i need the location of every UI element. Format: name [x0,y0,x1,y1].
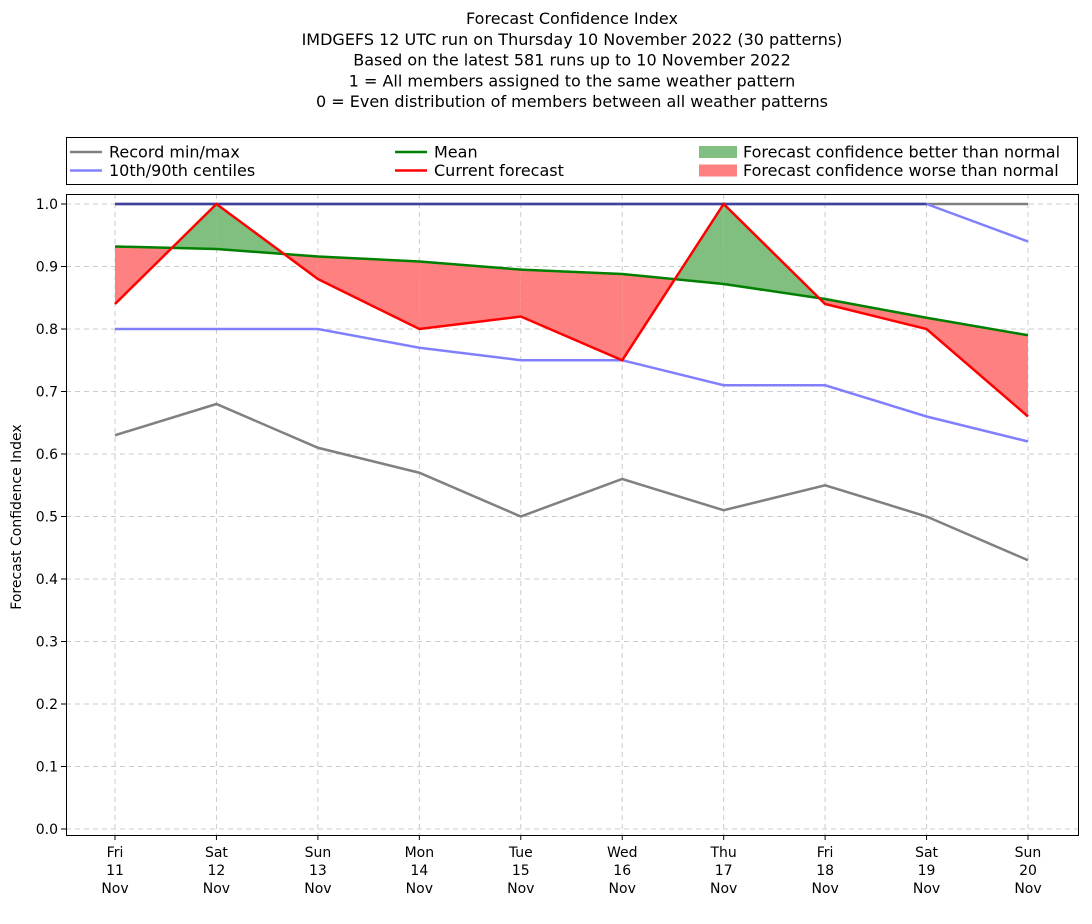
y-tick-label: 1.0 [36,197,58,213]
x-tick-label: Nov [811,881,838,897]
y-axis: 0.0 0.1 0.2 0.3 0.4 0.5 0.6 0.7 0.8 0.9 1.0 [36,197,66,838]
centile-10-line [115,327,1029,443]
x-tick-label: Sat [915,845,938,861]
x-tick-label: Fri [107,845,124,861]
x-tick-label: Nov [710,881,737,897]
x-tick-label: Nov [304,881,331,897]
legend-label: Mean [434,143,478,162]
x-tick-label: Thu [710,845,737,861]
legend: Record min/max Mean Forecast confidence be… [66,137,1078,185]
x-tick-label: Nov [913,881,940,897]
x-tick-label: Nov [1014,881,1041,897]
x-tick-label: 20 [1019,863,1037,879]
confidence-fill [520,269,623,361]
legend-box [66,137,1078,185]
x-tick-label: Mon [405,845,435,861]
y-tick-label: 0.3 [36,635,58,651]
title-line: 0 = Even distribution of members between… [316,92,828,111]
x-tick-label: 11 [106,863,124,879]
legend-swatch [699,164,737,177]
x-tick-label: 14 [410,863,428,879]
title-line: Based on the latest 581 runs up to 10 No… [353,51,791,70]
x-tick-label: Sat [205,845,228,861]
record-min-line [114,402,1029,562]
x-tick-label: Nov [609,881,636,897]
y-tick-label: 0.0 [36,822,58,838]
title-line: IMDGEFS 12 UTC run on Thursday 10 Novemb… [302,30,843,49]
confidence-fill [419,261,521,329]
current-forecast-line [114,202,1029,418]
centile-90-line [926,202,1029,243]
x-tick-label: Wed [607,845,638,861]
x-tick-label: 15 [512,863,530,879]
legend-label: Current forecast [434,161,564,180]
x-tick-label: 17 [715,863,733,879]
y-axis-label: Forecast Confidence Index [9,424,25,609]
title-line: 1 = All members assigned to the same wea… [349,71,796,90]
x-tick-label: 12 [208,863,226,879]
x-tick-label: 19 [918,863,936,879]
x-tick-label: Tue [508,845,533,861]
plot-frame [66,194,1079,836]
title-line: Forecast Confidence Index [466,9,678,28]
x-tick-label: Fri [817,845,834,861]
x-tick-label: 13 [309,863,327,879]
series-lines [114,202,1029,562]
chart-title: Forecast Confidence Index IMDGEFS 12 UTC … [302,9,843,111]
mean-line [114,245,1029,337]
y-tick-label: 0.5 [36,510,58,526]
confidence-fill [926,317,1028,417]
x-tick-label: Nov [203,881,230,897]
y-tick-label: 0.2 [36,697,58,713]
legend-label: Forecast confidence worse than normal [743,161,1059,180]
x-tick-label: Nov [406,881,433,897]
x-tick-label: Nov [101,881,128,897]
y-tick-label: 0.7 [36,385,58,401]
x-tick-label: Nov [507,881,534,897]
y-tick-label: 0.6 [36,447,58,463]
legend-label: 10th/90th centiles [109,161,255,180]
x-tick-label: 16 [613,863,631,879]
x-tick-label: 18 [816,863,834,879]
legend-label: Record min/max [109,143,240,162]
legend-swatch [699,146,737,158]
y-tick-label: 0.9 [36,260,58,276]
x-tick-label: Sun [1015,845,1042,861]
x-tick-label: Sun [305,845,332,861]
x-axis: Fri 11 Nov Sat 12 Nov Sun 13 Nov Mon 14 Nov Tue 15 Nov… [101,835,1042,897]
y-tick-label: 0.4 [36,572,58,588]
y-tick-label: 0.1 [36,760,58,776]
y-tick-label: 0.8 [36,322,58,338]
confidence-fill [317,256,420,329]
legend-label: Forecast confidence better than normal [743,143,1060,162]
